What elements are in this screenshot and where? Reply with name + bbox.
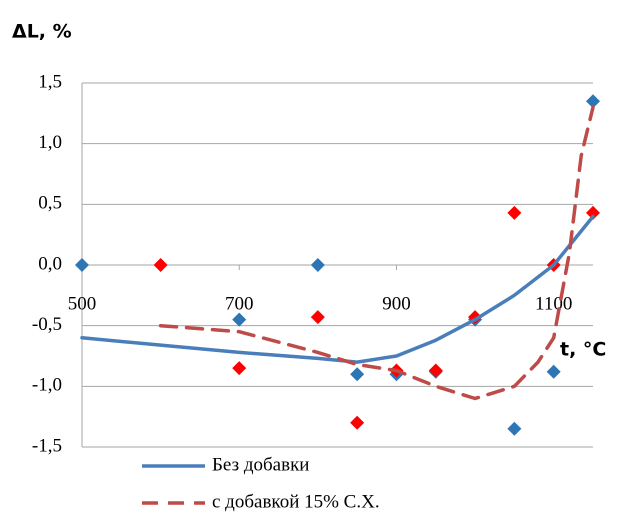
x-tick-label: 900 [382,293,411,314]
x-tick-label: 500 [68,293,97,314]
data-point [153,258,168,272]
data-point [586,205,600,220]
legend-label: Без добавки [212,454,309,475]
data-point [586,94,600,109]
data-point [546,364,561,379]
y-tick-label: 0,0 [38,253,62,274]
data-point [428,363,443,378]
data-point [310,310,325,325]
data-point [232,361,247,376]
x-tick-label: 700 [225,293,254,314]
data-point [232,312,247,327]
x-axis-label: t, °C [560,339,606,361]
data-point [350,367,365,382]
y-tick-label: 1,0 [38,132,62,153]
y-tick-label: -0,5 [32,314,62,335]
data-point [75,258,89,272]
data-point [310,258,325,272]
y-axis-label: ΔL, % [12,21,72,43]
trend-line [158,105,595,401]
data-point [350,415,365,430]
data-point [507,421,522,436]
y-tick-label: -1,5 [32,435,62,456]
data-point [507,205,522,220]
y-tick-label: 0,5 [38,193,62,214]
y-tick-label: 1,5 [38,71,62,92]
trend-line [80,214,595,364]
y-tick-label: -1,0 [32,375,62,396]
x-tick-label: 1100 [535,293,572,314]
legend-label: с добавкой 15% С.Х. [212,491,380,512]
